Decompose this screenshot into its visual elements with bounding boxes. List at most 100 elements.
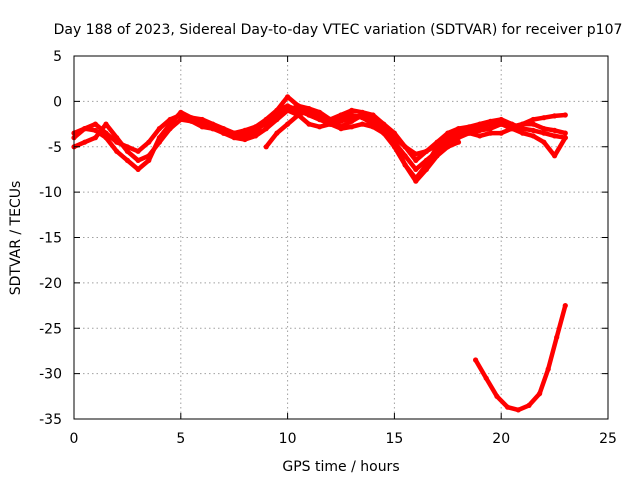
data-point [199, 124, 205, 130]
y-tick-label: -30 [39, 367, 62, 383]
data-point [306, 112, 312, 118]
data-point [434, 153, 440, 159]
data-point [156, 135, 162, 141]
data-point [92, 121, 98, 127]
data-point [135, 148, 141, 154]
y-tick-label: -5 [48, 140, 62, 156]
data-point [295, 112, 301, 118]
data-point [537, 391, 543, 397]
data-point [231, 130, 237, 136]
data-point [541, 126, 547, 132]
x-axis-label: GPS time / hours [282, 459, 399, 475]
data-point [253, 124, 259, 130]
y-tick-label: 0 [53, 94, 62, 110]
data-point [285, 121, 291, 127]
data-point [370, 116, 376, 123]
grid-lines [74, 56, 608, 419]
data-point [285, 94, 291, 100]
data-point [445, 135, 451, 141]
data-point [263, 116, 269, 123]
data-point [146, 157, 152, 163]
data-point [199, 116, 205, 123]
data-point [381, 130, 387, 136]
data-point [455, 139, 462, 145]
data-point [92, 127, 98, 133]
data-point [552, 127, 558, 133]
data-point [541, 139, 547, 145]
data-point [242, 136, 248, 143]
data-point [487, 126, 494, 132]
data-point [498, 130, 504, 136]
data-point [135, 157, 141, 163]
data-point [552, 153, 558, 159]
data-point [274, 107, 280, 113]
data-point [498, 121, 504, 127]
data-point [306, 107, 312, 113]
x-tick-label: 25 [599, 431, 617, 447]
data-point [509, 126, 515, 132]
tick-labels: 0 5 10 15 20 25 5 0 -5 -10 -15 -20 -25 -30 -35 [39, 49, 617, 447]
data-point [477, 124, 483, 130]
data-point [359, 121, 365, 127]
data-point [445, 130, 451, 136]
data-point [520, 130, 526, 136]
data-point [210, 121, 216, 127]
data-point [487, 130, 494, 136]
data-point [82, 126, 88, 132]
data-point [338, 112, 344, 118]
data-point [370, 112, 376, 118]
data-point [242, 127, 248, 133]
data-point [473, 357, 479, 363]
data-point [494, 393, 500, 399]
x-tick-label: 10 [279, 431, 297, 447]
data-point [359, 112, 365, 118]
data-point [413, 157, 419, 163]
data-point [220, 126, 227, 132]
data-point [541, 115, 547, 121]
series-layer [71, 94, 568, 413]
data-point [220, 130, 227, 136]
data-point [477, 133, 483, 139]
data-point [562, 303, 568, 309]
data-point [285, 103, 291, 109]
data-point [349, 107, 355, 113]
data-point [349, 112, 355, 118]
data-point [306, 121, 312, 127]
data-point [505, 404, 511, 410]
data-point [530, 121, 536, 127]
y-tick-label: -20 [39, 276, 62, 292]
x-tick-label: 0 [70, 431, 79, 447]
data-point [295, 103, 301, 109]
data-point [114, 148, 120, 154]
data-point [562, 135, 568, 141]
data-point [483, 375, 489, 381]
data-point [317, 112, 323, 118]
data-point [124, 148, 130, 154]
data-point [285, 107, 291, 113]
data-point [263, 144, 269, 150]
y-tick-label: -25 [39, 321, 62, 337]
data-point [156, 126, 162, 132]
y-tick-label: -10 [39, 185, 62, 201]
data-point [349, 118, 355, 124]
data-point [349, 124, 355, 130]
data-point [487, 121, 494, 127]
data-point [562, 130, 568, 136]
data-point [515, 407, 521, 413]
data-point [402, 144, 408, 150]
x-tick-label: 15 [385, 431, 403, 447]
data-point [413, 151, 419, 157]
data-point [552, 113, 558, 119]
data-point [263, 126, 269, 132]
chart-title: Day 188 of 2023, Sidereal Day-to-day VTE… [54, 22, 623, 38]
data-point [455, 135, 462, 141]
data-point [103, 121, 109, 127]
data-point [466, 130, 472, 136]
y-tick-label: -35 [39, 412, 62, 428]
data-point [455, 126, 462, 132]
data-point [103, 135, 109, 141]
data-point [520, 121, 526, 127]
x-tick-label: 5 [176, 431, 185, 447]
data-point [530, 127, 536, 133]
